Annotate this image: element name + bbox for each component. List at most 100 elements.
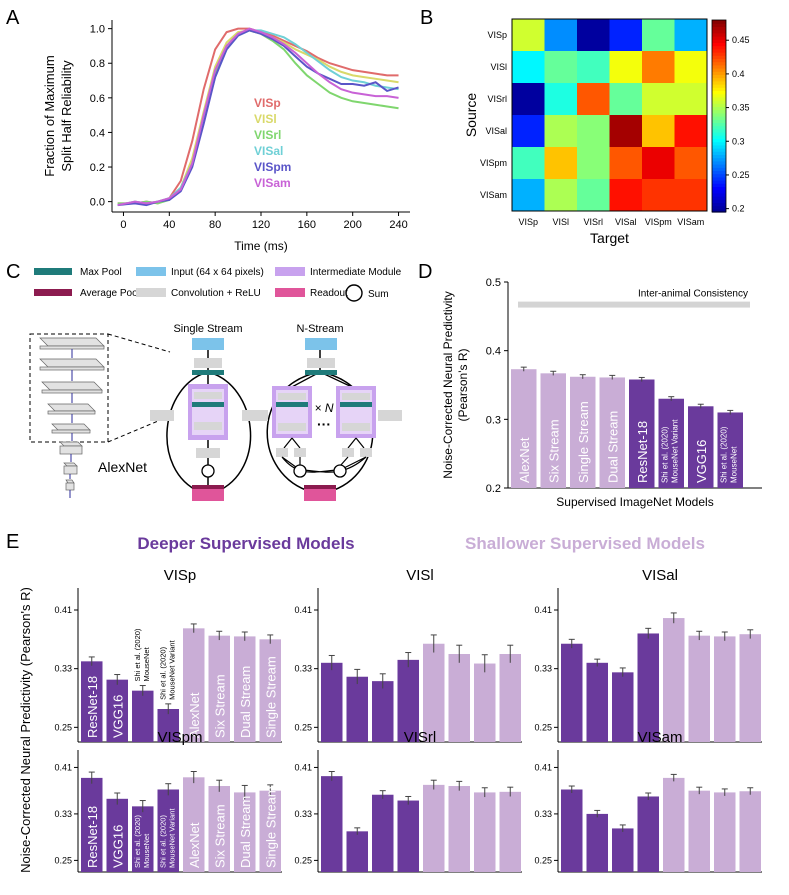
bar-label: AlexNet <box>187 692 202 738</box>
bar-1 <box>346 676 368 742</box>
bar-1 <box>586 662 608 742</box>
colorbar-segment <box>712 173 726 178</box>
bar-label: MouseNet Variant <box>167 808 176 868</box>
bar-5 <box>688 635 710 742</box>
colorbar-tick-label: 0.45 <box>732 35 750 45</box>
heatmap-cell <box>577 51 610 84</box>
colorbar-segment <box>712 154 726 159</box>
bar-4 <box>663 618 685 742</box>
y-tick-label: 0.41 <box>54 762 72 772</box>
bar-3 <box>157 789 179 872</box>
heatmap-cell <box>642 83 675 116</box>
bar-5 <box>658 398 684 488</box>
bar-label: Dual Stream <box>605 411 620 483</box>
bar-label: VGG16 <box>110 825 125 868</box>
bar-1 <box>540 373 566 488</box>
heatmap-cell <box>512 83 545 116</box>
colorbar-tick-label: 0.3 <box>732 136 745 146</box>
heatmap-cell <box>609 147 643 180</box>
colorbar-segment <box>712 87 726 91</box>
bar-5 <box>448 654 470 742</box>
colorbar-segment <box>712 116 726 120</box>
y-tick-label: 0.2 <box>90 162 105 174</box>
colorbar-segment <box>712 119 726 123</box>
bar-3 <box>397 800 419 872</box>
col-label: VISal <box>615 217 637 227</box>
legend-entry-visrl: VISrl <box>254 128 281 142</box>
heatmap-cell <box>642 147 675 180</box>
colorbar-segment <box>712 74 726 79</box>
colorbar-segment <box>712 106 726 111</box>
bar-label: Dual Stream <box>238 666 253 738</box>
colorbar-segment <box>712 112 726 117</box>
bar-0 <box>321 776 343 872</box>
y-tick-label: 0.4 <box>486 346 501 358</box>
bar-2 <box>372 794 394 872</box>
row-label: VISal <box>485 126 507 136</box>
bar-2 <box>612 672 634 742</box>
colorbar-segment <box>712 141 726 146</box>
bar-6 <box>714 792 736 872</box>
bar-7 <box>739 791 761 872</box>
colorbar-segment <box>712 122 726 127</box>
legend-swatch-max-pool <box>34 268 72 275</box>
panel-e-ylabel: Noise-Corrected Neural Predictivity (Pea… <box>18 587 33 873</box>
bar-3 <box>637 633 659 742</box>
bar-4 <box>629 379 655 488</box>
colorbar-segment <box>712 199 726 203</box>
colorbar-segment <box>712 64 726 69</box>
bar-6 <box>474 663 496 742</box>
bar-6 <box>474 792 496 872</box>
y-tick-label: 0.4 <box>90 127 105 139</box>
colorbar-segment <box>712 90 726 95</box>
bar-6 <box>714 636 736 742</box>
y-axis-label-line2: Split Half Reliability <box>59 60 74 172</box>
bar-label: MouseNet <box>729 446 738 483</box>
heatmap-cell <box>544 83 578 116</box>
panel-d-bar-chart: 0.2 0.3 0.4 0.5 Noise-Corrected Neural Predi… <box>441 277 762 509</box>
panel-label-c: C <box>6 261 20 283</box>
colorbar-segment <box>712 45 726 50</box>
bar-4 <box>423 784 445 872</box>
heatmap-cell <box>544 179 578 212</box>
bar-2 <box>132 806 154 872</box>
colorbar-segment <box>712 160 726 165</box>
bar-label: Six Stream <box>212 804 227 868</box>
y-tick-label: 0.41 <box>294 762 312 772</box>
colorbar-segment <box>712 36 726 40</box>
heatmap-cell <box>577 19 610 52</box>
colorbar-segment <box>712 180 726 184</box>
bar-label: Single Stream <box>263 656 278 738</box>
colorbar-segment <box>712 77 726 82</box>
times-n-label: × N <box>314 401 333 415</box>
row-label: VISpm <box>480 158 507 168</box>
subplot-title: VISrl <box>404 729 437 746</box>
heatmap-cell <box>512 19 545 52</box>
y-tick-label: 0.33 <box>534 809 552 819</box>
bar-1 <box>346 831 368 872</box>
bar-label: Shi et al. (2020) <box>158 815 167 868</box>
colorbar-segment <box>712 58 726 63</box>
bar-label: AlexNet <box>517 437 532 483</box>
y-tick-label: 0.41 <box>294 605 312 615</box>
colorbar-segment <box>712 68 726 72</box>
bar-label: AlexNet <box>187 822 202 868</box>
colorbar-segment <box>712 42 726 47</box>
subplot-title: VISp <box>164 567 197 584</box>
legend-label-intermediate: Intermediate Module <box>310 267 402 278</box>
heatmap-cell <box>577 115 610 148</box>
col-label: VISrl <box>583 217 603 227</box>
legend-entry-vispm: VISpm <box>254 160 291 174</box>
colorbar-segment <box>712 148 726 152</box>
panel-c-architecture: Max Pool Average Pool Input (64 x 64 pix… <box>29 267 402 501</box>
bar-label: Dual Stream <box>238 796 253 868</box>
legend-swatch-conv <box>136 288 166 297</box>
alexnet-arrows <box>69 349 73 498</box>
y-tick-label: 0.6 <box>90 93 105 105</box>
heatmap-cell <box>544 19 578 52</box>
heatmap-cell <box>674 115 708 148</box>
y-tick-label: 0.8 <box>90 58 105 70</box>
heatmap-cell <box>512 51 545 84</box>
bar-0 <box>81 777 103 872</box>
panel-b-heatmap: VISp VISl VISrl VISal VISpm VISam VISp VISl VISr… <box>463 18 750 246</box>
